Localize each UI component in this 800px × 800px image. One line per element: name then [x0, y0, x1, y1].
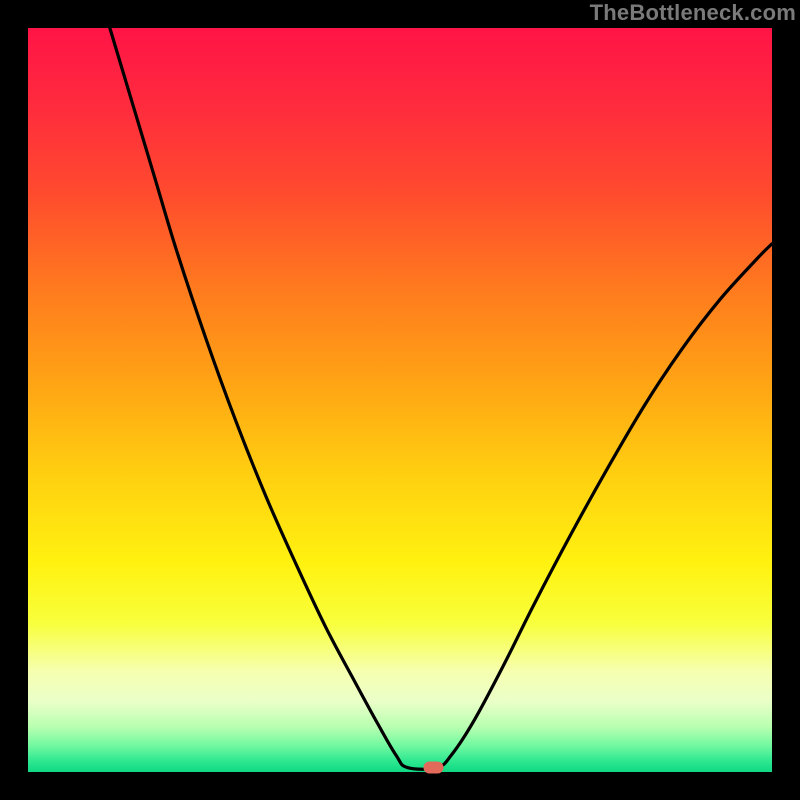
chart-svg — [0, 0, 800, 800]
optimum-marker — [423, 762, 443, 774]
watermark-text: TheBottleneck.com — [590, 0, 800, 26]
stage: TheBottleneck.com — [0, 0, 800, 800]
plot-background-gradient — [28, 28, 772, 772]
